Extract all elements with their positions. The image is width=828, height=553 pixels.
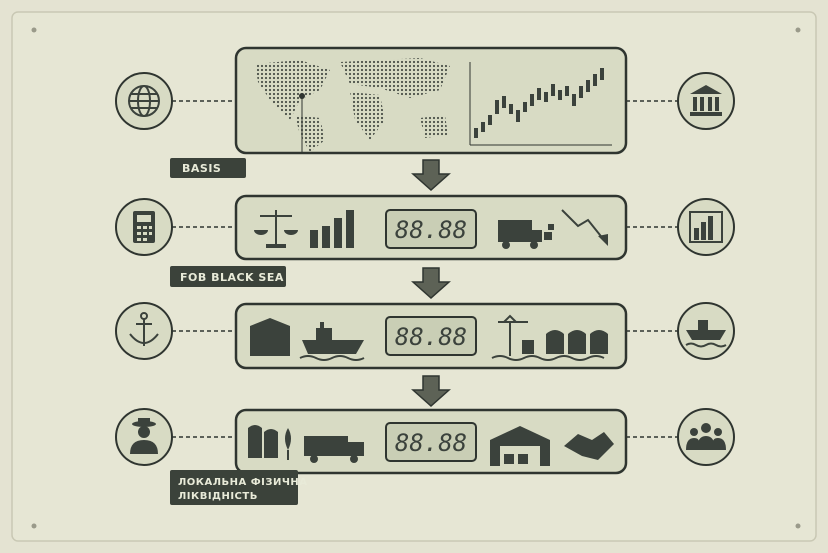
down-trend-arrow	[598, 234, 608, 246]
tag	[170, 266, 286, 287]
warehouse-icon	[250, 318, 290, 356]
bar-chart-icon	[310, 210, 354, 248]
ship-icon	[299, 322, 365, 361]
scales-icon	[254, 210, 298, 248]
world-map	[255, 58, 450, 152]
bank-icon	[677, 72, 735, 130]
tag	[170, 158, 246, 178]
down-arrow	[411, 375, 451, 408]
display	[385, 422, 477, 462]
port-icon	[491, 314, 608, 361]
tag-label: BASIS	[182, 162, 221, 175]
corner-dots	[31, 27, 801, 529]
ship-icon-right	[677, 302, 735, 360]
people-icon	[677, 408, 735, 466]
globe-icon	[115, 72, 173, 130]
tag-label: FOB BLACK SEA	[180, 271, 284, 284]
handshake-icon	[564, 432, 614, 460]
tag-label: ЛІКВІДНІСТЬ	[178, 491, 258, 502]
anchor-icon	[115, 302, 173, 360]
display-value: 88.88	[395, 429, 467, 457]
display-value: 88.88	[395, 216, 467, 244]
farmer-icon	[115, 408, 173, 466]
down-arrow	[411, 159, 451, 192]
down-arrow	[411, 267, 451, 300]
chart-icon	[677, 198, 735, 256]
silo-icon	[248, 425, 291, 460]
candlestick-chart	[469, 62, 612, 146]
truck-icon-2	[304, 436, 364, 463]
panel-basis	[234, 46, 628, 155]
down-trend-icon	[561, 209, 605, 241]
display	[385, 316, 477, 356]
display-value: 88.88	[395, 323, 467, 351]
connectors	[172, 100, 678, 438]
tag	[170, 470, 298, 505]
tag-label: ЛОКАЛЬНА ФІЗИЧНА	[178, 477, 308, 488]
display	[385, 209, 477, 249]
warehouse-icon-2	[490, 426, 550, 466]
calculator-icon	[115, 198, 173, 256]
truck-icon	[498, 220, 554, 249]
